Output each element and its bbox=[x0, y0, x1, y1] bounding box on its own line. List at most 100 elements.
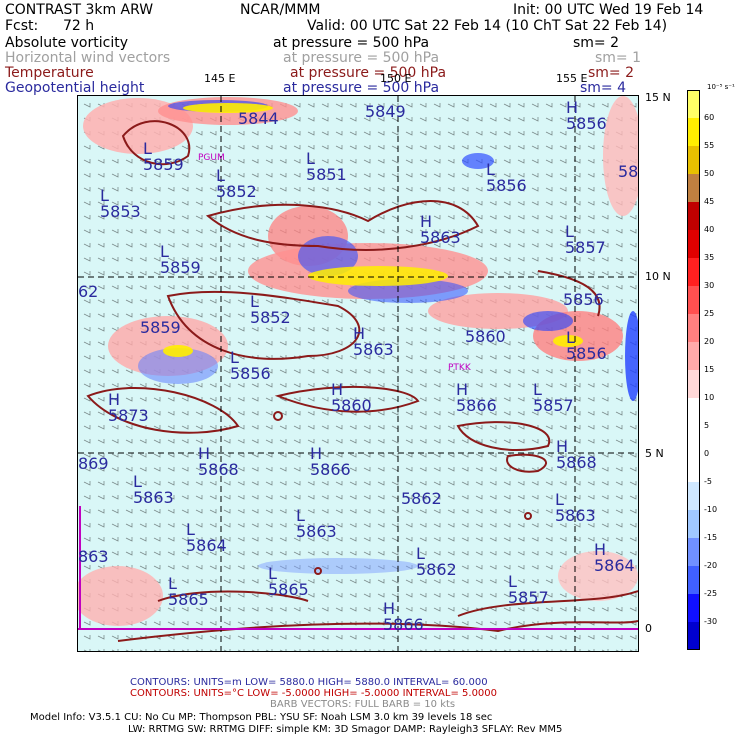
height-label: 585 bbox=[618, 162, 639, 181]
height-label: L 5856 bbox=[486, 160, 527, 195]
colorbar-tick-label: -5 bbox=[704, 477, 712, 486]
height-label: 5862 bbox=[401, 489, 442, 508]
model-info-line1: Model Info: V3.5.1 CU: No Cu MP: Thompso… bbox=[30, 712, 493, 723]
lon-label-150: 150 E bbox=[380, 72, 412, 85]
height-label: L 5863 bbox=[296, 506, 337, 541]
colorbar-unit: 10⁻⁵ s⁻¹ bbox=[707, 83, 735, 91]
height-label: H 5868 bbox=[556, 437, 597, 472]
height-label: H 5860 bbox=[331, 380, 372, 415]
height-label: 5860 bbox=[465, 327, 506, 346]
lat-label-10n: 10 N bbox=[645, 270, 671, 283]
field-name-height: Geopotential height bbox=[5, 80, 145, 96]
height-label: H 5866 bbox=[456, 380, 497, 415]
colorbar-tick-label: -20 bbox=[704, 561, 718, 570]
colorbar-tick-label: -10 bbox=[704, 505, 718, 514]
height-label: L 5857 bbox=[533, 380, 574, 415]
colorbar-segment bbox=[687, 398, 700, 426]
height-label: 863 bbox=[78, 547, 109, 566]
colorbar-segment bbox=[687, 286, 700, 314]
height-label: L 5857 bbox=[565, 222, 606, 257]
fcst-label: Fcst: bbox=[5, 18, 39, 34]
field-level-vorticity: at pressure = 500 hPa bbox=[273, 35, 430, 51]
colorbar-segment bbox=[687, 342, 700, 370]
colorbar-segment bbox=[687, 174, 700, 202]
field-sm-wind: sm= 1 bbox=[595, 50, 642, 66]
lon-label-155: 155 E bbox=[556, 72, 588, 85]
temperature-contours bbox=[86, 120, 638, 642]
height-label: L 5865 bbox=[168, 574, 209, 609]
height-label: L 5862 bbox=[416, 544, 457, 579]
height-label: L 5856 bbox=[566, 328, 607, 363]
height-label: 5844 bbox=[238, 109, 279, 128]
height-label: L 5865 bbox=[268, 564, 309, 599]
height-label: 5859 bbox=[140, 318, 181, 337]
colorbar-tick-label: 5 bbox=[704, 421, 710, 430]
colorbar-tick-label: 0 bbox=[704, 449, 710, 458]
colorbar-segment bbox=[687, 510, 700, 538]
field-name-vorticity: Absolute vorticity bbox=[5, 35, 128, 51]
height-label: L 5863 bbox=[555, 490, 596, 525]
weather-map: L 5859 L 5852 L 5853 L 5851 5849 H 5856 L 5856… bbox=[77, 95, 639, 652]
height-label: L 5863 bbox=[133, 472, 174, 507]
fcst-value: 72 h bbox=[63, 18, 95, 34]
field-sm-temperature: sm= 2 bbox=[588, 65, 635, 81]
field-name-temperature: Temperature bbox=[5, 65, 94, 81]
height-label: H 5863 bbox=[353, 324, 394, 359]
lat-label-0: 0 bbox=[645, 622, 652, 635]
colorbar-tick-label: 60 bbox=[704, 113, 715, 122]
field-name-wind: Horizontal wind vectors bbox=[5, 50, 171, 66]
lat-label-5n: 5 N bbox=[645, 447, 664, 460]
colorbar-tick-label: -25 bbox=[704, 589, 718, 598]
init-time: Init: 00 UTC Wed 19 Feb 14 bbox=[513, 2, 704, 18]
colorbar-segment bbox=[687, 370, 700, 398]
height-label: L 5853 bbox=[100, 186, 141, 221]
colorbar-tick-label: 35 bbox=[704, 253, 715, 262]
height-label: 869 bbox=[78, 454, 109, 473]
colorbar-tick-label: 20 bbox=[704, 337, 715, 346]
field-level-height: at pressure = 500 hPa bbox=[283, 80, 440, 96]
colorbar-segment bbox=[687, 622, 700, 650]
colorbar-tick-label: -15 bbox=[704, 533, 718, 542]
contours-temp-info: CONTOURS: UNITS=°C LOW= -5.0000 HIGH= -5… bbox=[130, 688, 498, 699]
colorbar-segment bbox=[687, 314, 700, 342]
colorbar-segment bbox=[687, 538, 700, 566]
height-label: H 5863 bbox=[420, 212, 461, 247]
field-sm-vorticity: sm= 2 bbox=[573, 35, 620, 51]
station-pgum: PGUM bbox=[198, 153, 225, 163]
colorbar-segment bbox=[687, 230, 700, 258]
model-info-line2: LW: RRTMG SW: RRTMG DIFF: simple KM: 3D … bbox=[128, 724, 563, 735]
height-label: L 5856 bbox=[230, 348, 271, 383]
height-label: H 5864 bbox=[594, 540, 635, 575]
colorbar-segment bbox=[687, 146, 700, 174]
org-label: NCAR/MMM bbox=[240, 2, 321, 18]
colorbar-tick-label: 10 bbox=[704, 393, 715, 402]
colorbar-segment bbox=[687, 202, 700, 230]
colorbar-tick-label: 30 bbox=[704, 281, 715, 290]
colorbar-segment bbox=[687, 454, 700, 482]
lat-label-15n: 15 N bbox=[645, 91, 671, 104]
colorbar-tick-label: 25 bbox=[704, 309, 715, 318]
height-label: L 5857 bbox=[508, 572, 549, 607]
colorbar-tick-label: 40 bbox=[704, 225, 715, 234]
colorbar-segment bbox=[687, 258, 700, 286]
height-label: L 5864 bbox=[186, 520, 227, 555]
vorticity-colorbar bbox=[687, 90, 700, 650]
colorbar-tick-label: 45 bbox=[704, 197, 715, 206]
grid-lines bbox=[78, 96, 638, 651]
station-ptkk: PTKK bbox=[448, 363, 471, 373]
field-level-wind: at pressure = 500 hPa bbox=[283, 50, 440, 66]
height-label: L 5852 bbox=[250, 292, 291, 327]
height-label: H 5866 bbox=[310, 444, 351, 479]
map-canvas bbox=[78, 96, 638, 651]
colorbar-segment bbox=[687, 118, 700, 146]
colorbar-segment bbox=[687, 90, 700, 118]
height-label: L 5851 bbox=[306, 149, 347, 184]
valid-time: Valid: 00 UTC Sat 22 Feb 14 (10 ChT Sat … bbox=[307, 18, 668, 34]
contours-height-info: CONTOURS: UNITS=m LOW= 5880.0 HIGH= 5880… bbox=[130, 677, 488, 688]
lon-label-145: 145 E bbox=[204, 72, 236, 85]
height-label: H 5856 bbox=[566, 98, 607, 133]
height-label: 62 bbox=[78, 282, 99, 301]
height-label: L 5852 bbox=[216, 166, 257, 201]
colorbar-tick-label: 15 bbox=[704, 365, 715, 374]
colorbar-segment bbox=[687, 426, 700, 454]
